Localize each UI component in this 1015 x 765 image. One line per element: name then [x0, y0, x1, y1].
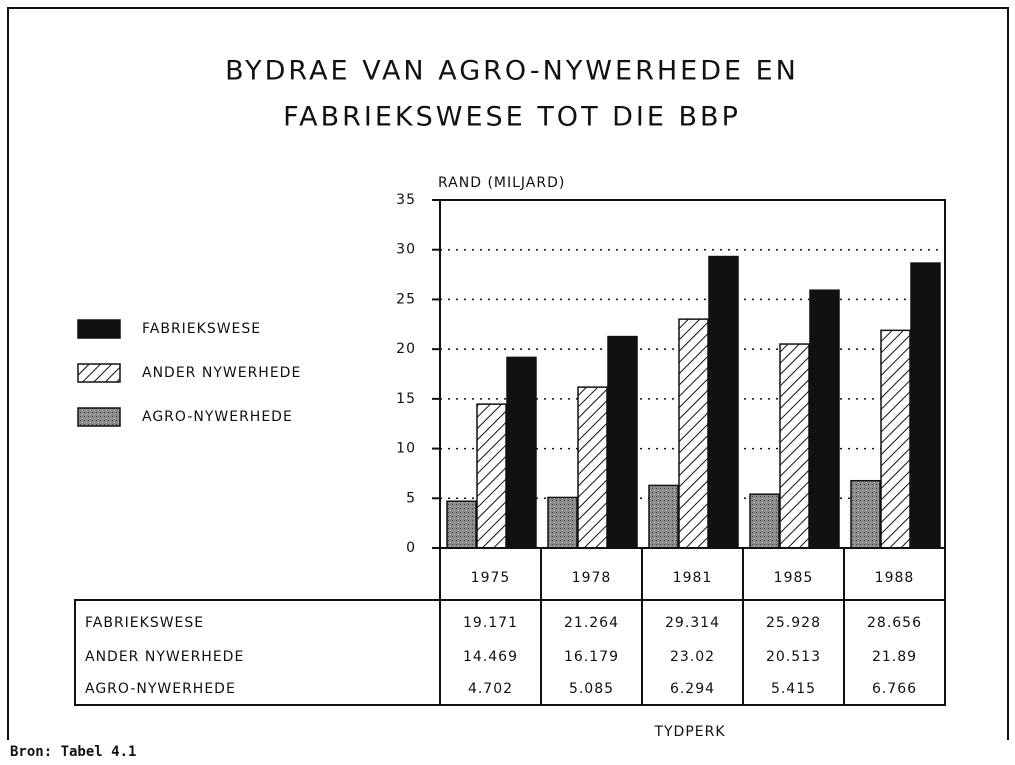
x-tick-label: 1985: [774, 570, 814, 586]
y-tick-label: 15: [396, 391, 416, 407]
bar: [809, 289, 840, 549]
y-tick-label: 35: [396, 192, 416, 208]
bar: [678, 318, 709, 549]
table-cell: 29.314: [665, 615, 720, 631]
legend-label: ANDER NYWERHEDE: [142, 365, 301, 381]
source: Bron: Tabel 4.1: [10, 744, 136, 760]
table-cell: 25.928: [766, 615, 821, 631]
chart-title: BYDRAE VAN AGRO-NYWERHEDE EN: [225, 56, 799, 87]
y-tick-label: 5: [406, 490, 416, 506]
legend-label: FABRIEKSWESE: [142, 321, 261, 337]
table-cell: 5.085: [569, 681, 614, 697]
frame: [7, 7, 1009, 740]
table-row-label: ANDER NYWERHEDE: [85, 649, 244, 665]
legend-swatch: [77, 363, 121, 383]
table-cell: 23.02: [670, 649, 715, 665]
bar: [648, 484, 679, 549]
table-cell: 6.294: [670, 681, 715, 697]
x-tick-label: 1988: [875, 570, 915, 586]
legend-swatch: [77, 319, 121, 339]
x-tick-label: 1975: [471, 570, 511, 586]
bar: [910, 262, 941, 549]
y-tick-label: 0: [406, 540, 416, 556]
bar: [779, 343, 810, 549]
legend-label: AGRO-NYWERHEDE: [142, 409, 293, 425]
chart-title: FABRIEKSWESE TOT DIE BBP: [283, 102, 741, 133]
bar: [850, 479, 881, 549]
bar: [476, 403, 507, 549]
table-row-label: FABRIEKSWESE: [85, 615, 204, 631]
bar: [708, 255, 739, 549]
table-cell: 4.702: [468, 681, 513, 697]
bar: [506, 356, 537, 549]
bar: [880, 329, 911, 549]
plot-frame: [439, 199, 946, 549]
y-tick-label: 30: [396, 242, 416, 258]
table-cell: 14.469: [463, 649, 518, 665]
x-axis-label: TYDPERK: [653, 724, 725, 740]
y-tick-label: 20: [396, 341, 416, 357]
table-cell: 21.89: [872, 649, 917, 665]
x-tick-label: 1981: [673, 570, 713, 586]
table-cell: 19.171: [463, 615, 518, 631]
table-row-label: AGRO-NYWERHEDE: [85, 681, 236, 697]
table-cell: 20.513: [766, 649, 821, 665]
table-cell: 5.415: [771, 681, 816, 697]
bar: [547, 496, 578, 549]
y-axis-label: RAND (MILJARD): [438, 175, 565, 191]
bar: [446, 500, 477, 549]
bar: [749, 493, 780, 549]
table-cell: 6.766: [872, 681, 917, 697]
bar: [607, 335, 638, 549]
bar: [577, 386, 608, 549]
x-tick-label: 1978: [572, 570, 612, 586]
table-cell: 16.179: [564, 649, 619, 665]
table-cell: 21.264: [564, 615, 619, 631]
y-tick-label: 25: [396, 291, 416, 307]
legend-swatch: [77, 407, 121, 427]
table-cell: 28.656: [867, 615, 922, 631]
y-tick-label: 10: [396, 441, 416, 457]
